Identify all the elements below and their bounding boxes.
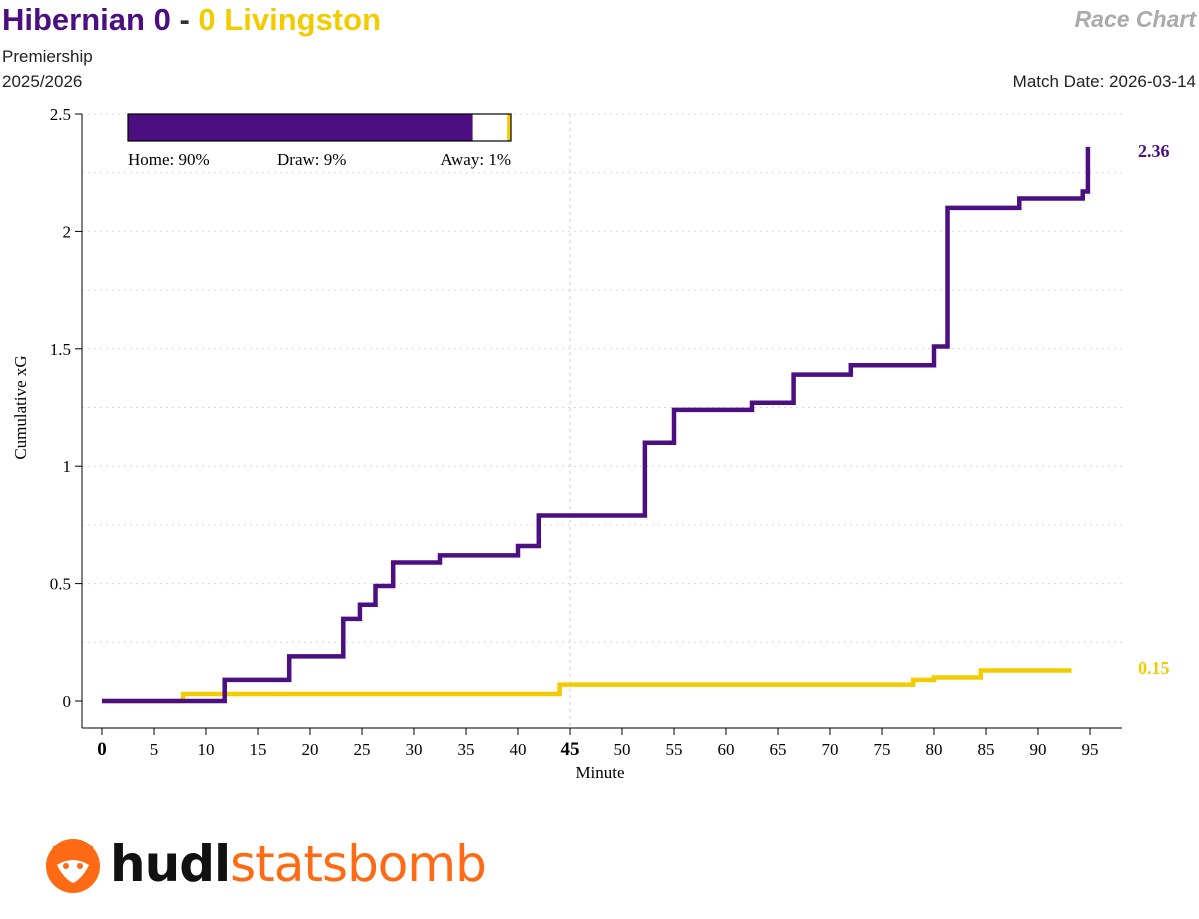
away-final-xg-label: 0.15 [1138, 658, 1170, 678]
grid-lines [82, 113, 1122, 643]
x-tick-label: 25 [354, 740, 371, 759]
home-final-xg-label: 2.36 [1138, 141, 1170, 161]
x-tick-label: 90 [1030, 740, 1047, 759]
x-tick-label: 95 [1082, 740, 1099, 759]
y-tick-label: 0.5 [50, 575, 71, 594]
x-tick-label: 75 [874, 740, 891, 759]
logo-text-hudl: hudl [110, 835, 231, 893]
hudl-fox-icon [46, 839, 100, 893]
x-axis-label: Minute [575, 763, 624, 782]
logo-wordmark: hudlstatsbomb [110, 834, 487, 894]
away-score: 0 [198, 2, 216, 37]
x-tick-label: 0 [97, 739, 107, 760]
season-label: 2025/2026 [2, 72, 83, 91]
x-tick-label: 5 [150, 740, 159, 759]
x-tick-label: 70 [822, 740, 839, 759]
x-tick-label: 60 [718, 740, 735, 759]
probability-away-segment [507, 114, 511, 141]
x-ticks: 0 5 10 15 20 25 30 35 40 45 50 55 60 65 70 75 80 85 90 95 [97, 728, 1099, 760]
away-xg-line [102, 668, 1072, 704]
y-axis-label: Cumulative xG [11, 355, 30, 459]
chart-type-label: Race Chart [1074, 6, 1196, 32]
probability-home-segment [128, 114, 473, 141]
probability-bar-border [127, 113, 512, 142]
y-tick-label: 2 [63, 222, 72, 241]
home-score: 0 [153, 2, 171, 37]
x-tick-label: 10 [198, 740, 215, 759]
x-tick-label: 65 [770, 740, 787, 759]
x-tick-label: 40 [510, 740, 527, 759]
home-team-name: Hibernian [2, 2, 145, 37]
y-tick-label: 0 [63, 692, 72, 711]
logo-text-statsbomb: statsbomb [230, 835, 487, 893]
x-tick-label: 35 [458, 740, 475, 759]
x-tick-label: 20 [302, 740, 319, 759]
x-tick-label: 50 [614, 740, 631, 759]
y-ticks: 0 0.5 1 1.5 2 2.5 [50, 105, 82, 711]
x-tick-label: 85 [978, 740, 995, 759]
x-tick-label: 80 [926, 740, 943, 759]
match-title: Hibernian 0 - 0 Livingston [2, 0, 381, 40]
y-tick-label: 2.5 [50, 105, 71, 124]
y-tick-label: 1 [63, 457, 72, 476]
home-xg-line [102, 146, 1091, 704]
win-probability-bar: Home: 90% Draw: 9% Away: 1% [127, 113, 512, 169]
away-team-name: Livingston [224, 2, 382, 37]
score-separator: - [179, 2, 190, 37]
x-tick-label: 55 [666, 740, 683, 759]
xg-series [102, 146, 1091, 704]
probability-draw-segment [472, 114, 508, 141]
x-tick-label: 45 [561, 739, 580, 760]
x-tick-label: 30 [406, 740, 423, 759]
competition-name: Premiership [2, 47, 93, 66]
hudl-statsbomb-logo: hudlstatsbomb [42, 829, 487, 899]
y-tick-label: 1.5 [50, 340, 71, 359]
match-date: Match Date: 2026-03-14 [1012, 72, 1196, 91]
x-tick-label: 15 [250, 740, 267, 759]
draw-probability-label: Draw: 9% [277, 150, 346, 169]
home-probability-label: Home: 90% [128, 150, 210, 169]
away-probability-label: Away: 1% [440, 150, 511, 169]
